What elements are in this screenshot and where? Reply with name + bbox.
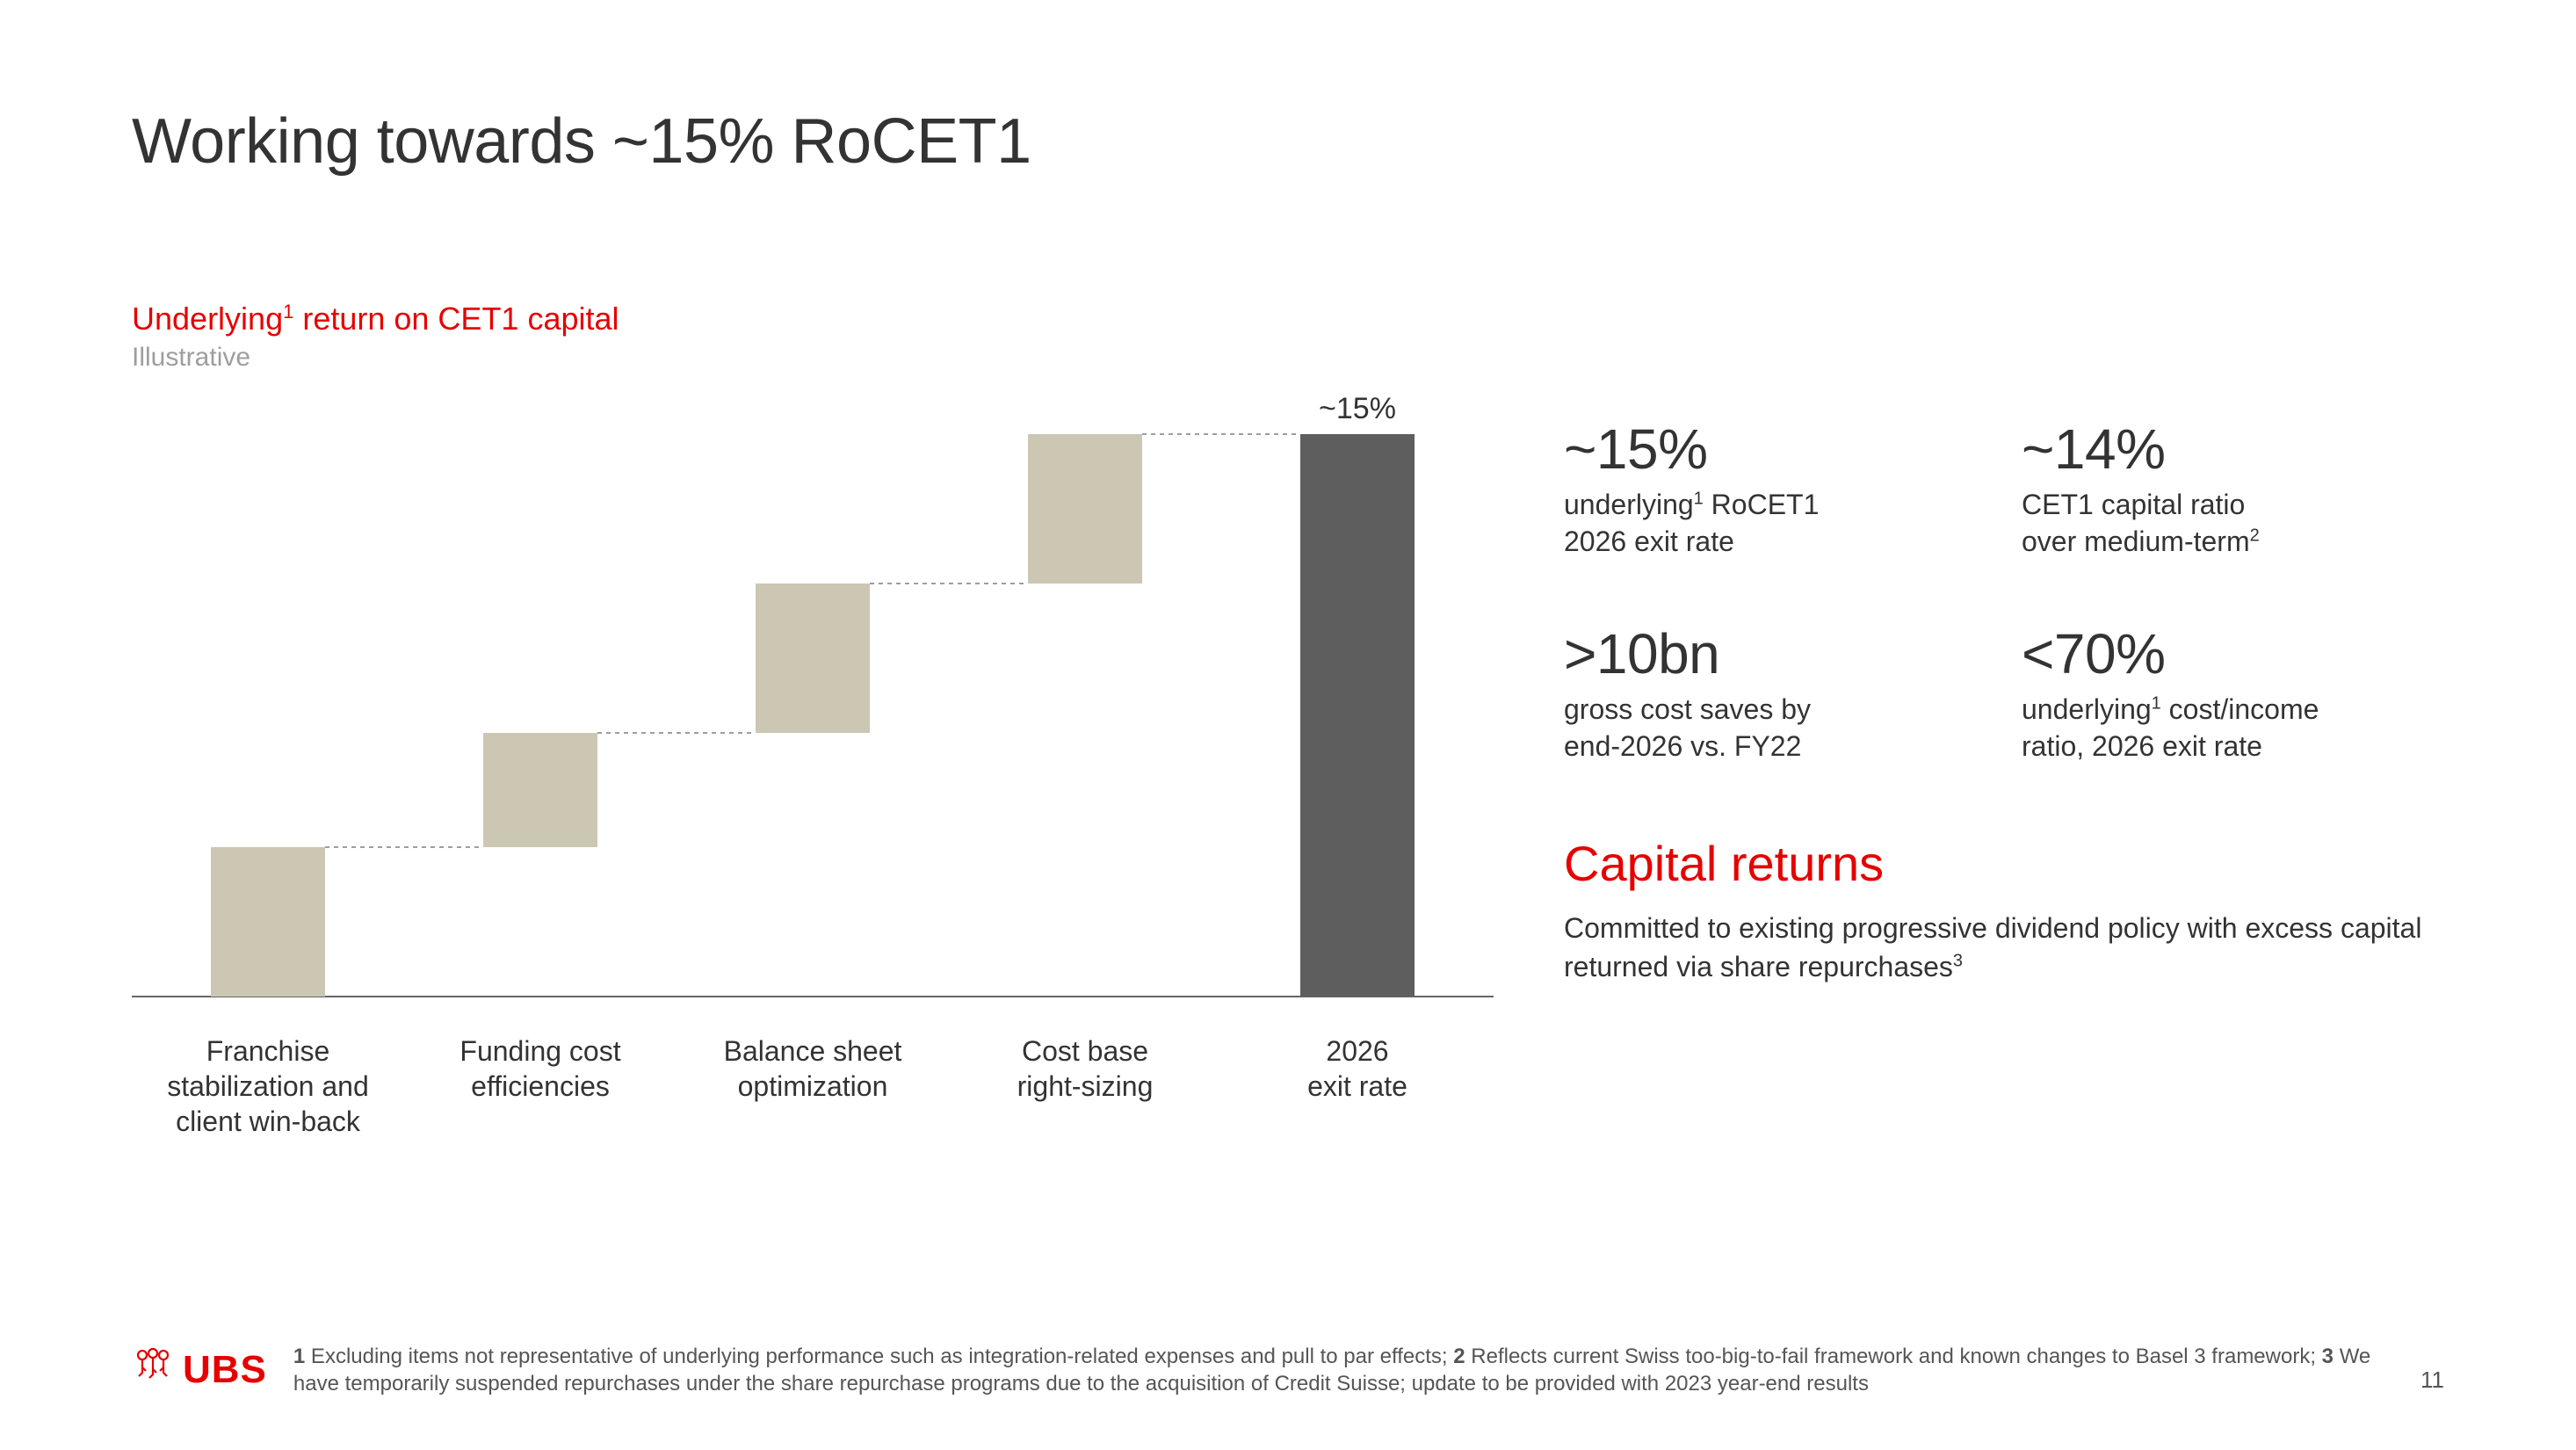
capital-returns-title: Capital returns: [1564, 835, 2444, 892]
metric: ~15%underlying1 RoCET12026 exit rate: [1564, 417, 1986, 560]
metric-description: CET1 capital ratioover medium-term2: [2022, 487, 2444, 560]
illustrative-label: Illustrative: [132, 343, 2444, 373]
page-number: 11: [2420, 1367, 2444, 1397]
slide-title: Working towards ~15% RoCET1: [132, 105, 2444, 178]
ubs-logo-text: UBS: [183, 1348, 267, 1392]
waterfall-chart: ~15%: [132, 381, 1494, 1023]
metric-description: underlying1 RoCET12026 exit rate: [1564, 487, 1986, 560]
chart-category-label: Balance sheetoptimization: [677, 1033, 949, 1139]
ubs-logo: UBS: [132, 1346, 267, 1393]
ubs-keys-icon: [132, 1346, 174, 1393]
metric-description: underlying1 cost/incomeratio, 2026 exit …: [2022, 692, 2444, 765]
metric-value: <70%: [2022, 621, 2444, 686]
subtitle-block: Underlying1 return on CET1 capital Illus…: [132, 301, 2444, 373]
metric-value: >10bn: [1564, 621, 1986, 686]
metric: <70%underlying1 cost/incomeratio, 2026 e…: [2022, 621, 2444, 765]
metric-description: gross cost saves byend-2026 vs. FY22: [1564, 692, 1986, 765]
metric-value: ~15%: [1564, 417, 1986, 482]
slide: Working towards ~15% RoCET1 Underlying1 …: [0, 0, 2576, 1450]
metric: ~14%CET1 capital ratioover medium-term2: [2022, 417, 2444, 560]
chart-subtitle: Underlying1 return on CET1 capital: [132, 301, 2444, 337]
chart-category-label: Cost baseright-sizing: [949, 1033, 1221, 1139]
capital-returns-desc: Committed to existing progressive divide…: [1564, 910, 2444, 985]
metric: >10bngross cost saves byend-2026 vs. FY2…: [1564, 621, 1986, 765]
chart-annotation: ~15%: [1319, 392, 1396, 426]
chart-category-label: Funding costefficiencies: [404, 1033, 677, 1139]
chart-column: ~15% Franchisestabilization andclient wi…: [132, 381, 1494, 1139]
content-area: ~15% Franchisestabilization andclient wi…: [132, 381, 2444, 1139]
metric-value: ~14%: [2022, 417, 2444, 482]
chart-category-label: Franchisestabilization andclient win-bac…: [132, 1033, 404, 1139]
chart-labels-row: Franchisestabilization andclient win-bac…: [132, 1033, 1494, 1139]
footer: UBS 1 Excluding items not representative…: [132, 1343, 2444, 1397]
right-column: ~15%underlying1 RoCET12026 exit rate ~14%…: [1564, 381, 2444, 1139]
chart-category-label: 2026exit rate: [1221, 1033, 1494, 1139]
footnote: 1 Excluding items not representative of …: [293, 1343, 2394, 1397]
metrics-grid: ~15%underlying1 RoCET12026 exit rate ~14%…: [1564, 417, 2444, 765]
